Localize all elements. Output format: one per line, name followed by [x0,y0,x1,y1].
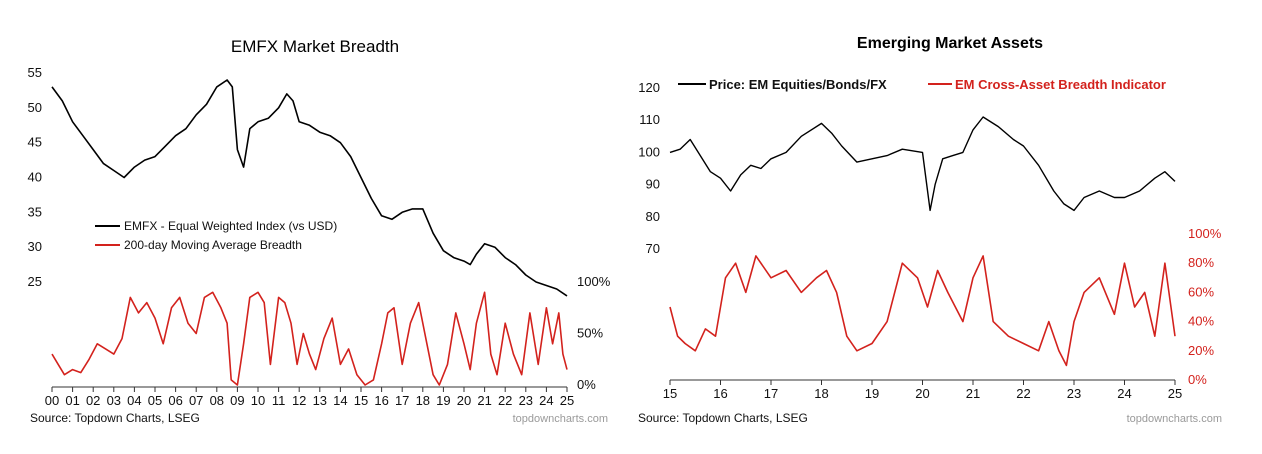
chart1-left-tick-label: 30 [28,239,42,254]
chart-emfx-market-breadth: EMFX Market Breadth 25 30 35 40 45 50 55 0% 50%… [28,37,611,425]
chart2-x-tick-label: 19 [865,386,879,401]
chart2-x-tick-label: 22 [1016,386,1030,401]
chart1-x-tick-label: 13 [313,393,327,408]
chart1-x-tick-label: 09 [230,393,244,408]
chart1-x-tick-label: 05 [148,393,162,408]
legend2-black-label: Price: EM Equities/Bonds/FX [709,77,887,92]
chart1-right-tick-label: 50% [577,326,603,341]
chart2-legend: Price: EM Equities/Bonds/FX EM Cross-Ass… [678,77,1166,92]
chart1-x-tick-label: 21 [477,393,491,408]
chart2-series [669,116,1176,367]
chart1-series-emfx-line [51,79,568,297]
chart2-right-tick-label: 40% [1188,314,1214,329]
chart2-x-tick-label: 21 [966,386,980,401]
chart1-x-tick-label: 18 [416,393,430,408]
chart2-left-axis: 70 80 90 100 110 120 [638,80,660,256]
chart2-left-tick-label: 80 [646,209,660,224]
chart1-left-tick-label: 35 [28,204,42,219]
chart2-series-price-line [669,116,1176,212]
chart1-title: EMFX Market Breadth [231,37,399,56]
chart1-left-tick-label: 50 [28,100,42,115]
chart1-right-tick-label: 100% [577,274,611,289]
chart1-x-tick-label: 19 [436,393,450,408]
chart1-x-tick-label: 20 [457,393,471,408]
chart1-x-tick-label: 01 [65,393,79,408]
chart1-left-tick-label: 25 [28,274,42,289]
chart2-title: Emerging Market Assets [857,35,1043,52]
chart2-x-axis: 15 16 17 18 19 20 21 22 23 24 25 [663,380,1182,401]
chart1-brand: topdowncharts.com [513,413,608,425]
legend1-red-label: 200-day Moving Average Breadth [124,238,302,252]
chart2-brand: topdowncharts.com [1127,413,1222,425]
chart1-left-tick-label: 55 [28,65,42,80]
chart1-right-axis: 0% 50% 100% [577,274,611,392]
chart1-x-tick-label: 11 [272,393,286,408]
chart1-x-tick-label: 07 [189,393,203,408]
chart2-x-tick-label: 15 [663,386,677,401]
chart2-x-tick-label: 17 [764,386,778,401]
chart1-series [51,79,568,386]
chart1-x-tick-label: 10 [251,393,265,408]
chart1-x-tick-label: 24 [539,393,553,408]
chart2-x-tick-label: 20 [915,386,929,401]
chart1-left-axis: 25 30 35 40 45 50 55 [28,65,42,289]
chart2-left-tick-label: 90 [646,177,660,192]
chart1-x-tick-label: 08 [210,393,224,408]
chart1-x-tick-label: 06 [168,393,182,408]
chart2-left-tick-label: 70 [646,241,660,256]
chart1-x-tick-label: 23 [519,393,533,408]
chart1-x-tick-label: 15 [354,393,368,408]
chart2-x-tick-label: 24 [1117,386,1131,401]
chart1-right-tick-label: 0% [577,377,596,392]
chart2-x-tick-label: 16 [713,386,727,401]
chart2-x-tick-label: 23 [1067,386,1081,401]
chart2-source: Source: Topdown Charts, LSEG [638,411,808,425]
legend2-red-label: EM Cross-Asset Breadth Indicator [955,77,1166,92]
chart1-x-tick-label: 14 [333,393,347,408]
chart1-left-tick-label: 40 [28,170,42,185]
chart2-right-axis: 0% 20% 40% 60% 80% 100% [1188,226,1222,387]
chart1-legend: EMFX - Equal Weighted Index (vs USD) 200… [95,219,337,252]
chart2-right-tick-label: 20% [1188,343,1214,358]
chart2-x-tick-label: 18 [814,386,828,401]
chart2-left-tick-label: 100 [638,144,660,159]
chart2-x-tick-label: 25 [1168,386,1182,401]
legend1-black-label: EMFX - Equal Weighted Index (vs USD) [124,219,337,233]
chart1-x-tick-label: 22 [498,393,512,408]
chart2-series-breadth-line [669,255,1176,367]
chart1-x-tick-label: 16 [374,393,388,408]
chart2-right-tick-label: 100% [1188,226,1222,241]
chart1-left-tick-label: 45 [28,135,42,150]
chart1-x-tick-label: 02 [86,393,100,408]
chart2-right-tick-label: 60% [1188,284,1214,299]
chart1-x-tick-label: 25 [560,393,574,408]
chart-emerging-market-assets: Emerging Market Assets 70 80 90 100 110 120 0… [638,35,1222,425]
chart1-source: Source: Topdown Charts, LSEG [30,411,200,425]
chart1-series-breadth-line [51,291,568,386]
chart2-left-tick-label: 120 [638,80,660,95]
chart2-right-tick-label: 0% [1188,372,1207,387]
chart2-right-tick-label: 80% [1188,255,1214,270]
chart2-left-tick-label: 110 [639,112,660,127]
chart1-x-axis: 00 01 02 03 04 05 06 07 08 09 10 11 12 13 14 15 16 17 18 19… [45,387,574,408]
chart1-x-tick-label: 04 [127,393,141,408]
chart1-x-tick-label: 00 [45,393,59,408]
chart1-x-tick-label: 12 [292,393,306,408]
chart1-x-tick-label: 17 [395,393,409,408]
chart1-x-tick-label: 03 [107,393,121,408]
